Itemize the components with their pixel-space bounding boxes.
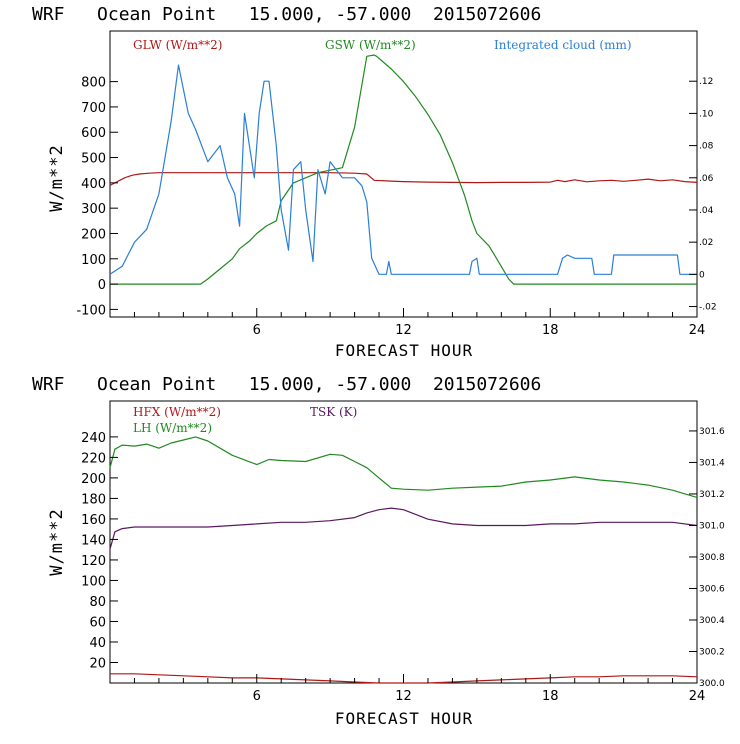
panel2-left-axis: 20 40 60 80 100 120 140 160 180 200 220 240: [81, 431, 118, 671]
panel1-legend-gsw: GSW (W/m**2): [325, 38, 416, 52]
panel2-series-line-1: [109, 436, 698, 498]
panel1-right-axis: -.02 0 .02 .04 .06 .08 .10 .12: [689, 77, 717, 313]
panel2-y-axis-label: W/m**2: [47, 508, 67, 575]
panel1-series-group: [109, 54, 698, 285]
panel2-title: WRF Ocean Point 15.000, -57.000 20150726…: [32, 374, 541, 395]
panel1-legend-cloud: Integrated cloud (mm): [494, 38, 632, 52]
panel2-y2-tick-label: 300.0: [699, 679, 725, 689]
panel2-x-tick-label: 12: [395, 689, 412, 704]
panel2-y2-tick-label: 301.2: [699, 490, 725, 500]
panel2-y2-tick-label: 300.4: [699, 616, 725, 626]
panel1-title: WRF Ocean Point 15.000, -57.000 20150726…: [32, 4, 541, 25]
panel1-y2-tick-label: 0: [699, 270, 705, 280]
panel2-y2-tick-label: 301.4: [699, 458, 725, 468]
panel1-series-line-1: [110, 54, 697, 285]
panel2-y-tick-label: 100: [81, 574, 106, 589]
panel2-y-tick-label: 80: [89, 595, 106, 610]
panel2-y-tick-label: 140: [81, 533, 106, 548]
panel2-plot-frame: [109, 400, 698, 684]
panel1-y-tick-label: 300: [81, 202, 106, 217]
panel2-series-line-2: [109, 507, 698, 550]
panel1-x-tick-label: 24: [689, 323, 706, 338]
panel1-y-tick-label: 0: [98, 278, 106, 293]
panel2-y-tick-label: 40: [89, 636, 106, 651]
panel1-y2-tick-label: .10: [699, 109, 714, 119]
panel1-y-tick-label: 600: [81, 126, 106, 141]
panel1-x-axis: 6 12 18 24: [133, 308, 706, 338]
panel2-y-tick-label: 160: [81, 513, 106, 528]
panel2-y-tick-label: 120: [81, 554, 106, 569]
panel2-y2-tick-label: 301.6: [699, 427, 725, 437]
panel1-x-tick-label: 6: [253, 323, 261, 338]
panel1-y-tick-label: 400: [81, 177, 106, 192]
panel1-y-tick-label: 700: [81, 101, 106, 116]
panel2-legend-lh: LH (W/m**2): [133, 421, 212, 435]
panel1-y2-tick-label: .04: [699, 206, 714, 216]
panel2-y2-tick-label: 301.0: [699, 521, 725, 531]
panel2-x-axis-label: FORECAST HOUR: [335, 709, 473, 728]
panel1-legend-glw: GLW (W/m**2): [133, 38, 222, 52]
panel1-y-tick-label: 800: [81, 76, 106, 91]
panel2-x-tick-label: 6: [253, 689, 261, 704]
panel1-y2-tick-label: .06: [699, 174, 714, 184]
panel2-y2-tick-label: 300.2: [699, 647, 725, 657]
panel2-y-tick-label: 200: [81, 472, 106, 487]
panel1-y-tick-label: 500: [81, 152, 106, 167]
panel1-y2-tick-label: -.02: [699, 303, 717, 313]
panel2-series-group: [109, 436, 698, 684]
panel1-y-tick-label: 200: [81, 227, 106, 242]
panel2-y2-tick-label: 300.6: [699, 584, 725, 594]
panel1-y-tick-label: -100: [76, 303, 106, 318]
panel2-x-tick-label: 18: [542, 689, 559, 704]
panel1-x-axis-label: FORECAST HOUR: [335, 341, 473, 360]
panel2-y2-tick-label: 300.8: [699, 553, 725, 563]
panel1-y2-tick-label: .02: [699, 238, 713, 248]
panel2-y-tick-label: 20: [89, 656, 106, 671]
panel1-y2-tick-label: .12: [699, 77, 713, 87]
panel1-x-tick-label: 18: [542, 323, 559, 338]
panel2-y-tick-label: 220: [81, 451, 106, 466]
panel2-legend-hfx: HFX (W/m**2): [133, 405, 221, 419]
panel2-y-tick-label: 240: [81, 431, 106, 446]
panel1-y-axis-label: W/m**2: [47, 144, 67, 211]
panel2-x-tick-label: 24: [689, 689, 706, 704]
panel1-y2-tick-label: .08: [699, 142, 714, 152]
panel1-left-axis: -100 0 100 200 300 400 500 600 700 800: [76, 76, 118, 318]
panel1-y-tick-label: 100: [81, 253, 106, 268]
panel2-y-tick-label: 60: [89, 615, 106, 630]
panel1-series-line-2: [109, 64, 697, 275]
panel1-x-tick-label: 12: [395, 323, 412, 338]
panel2-x-axis: 6 12 18 24: [133, 674, 706, 704]
panel2-y-tick-label: 180: [81, 492, 106, 507]
panel1-series-line-0: [109, 172, 698, 186]
panel2-right-axis: 300.0 300.2 300.4 300.6 300.8 301.0 301.2 301.4…: [689, 427, 725, 689]
panel2-legend-tsk: TSK (K): [310, 405, 357, 419]
